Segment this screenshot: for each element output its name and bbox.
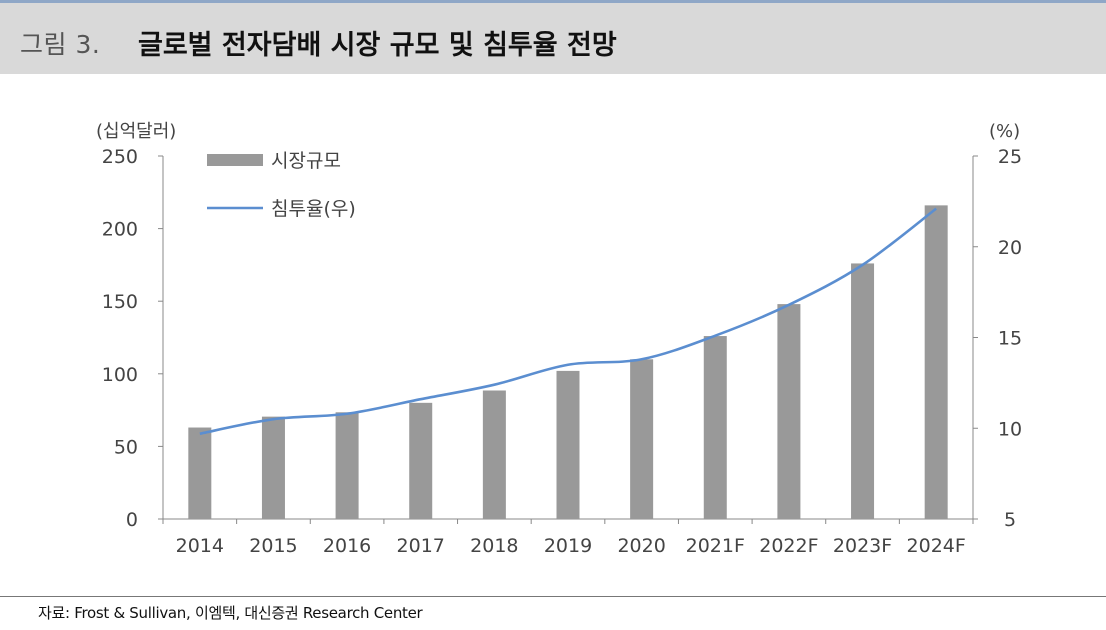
source-note: 자료: Frost & Sullivan, 이엠텍, 대신증권 Research… [38, 604, 423, 622]
left-tick-label: 250 [102, 146, 138, 168]
right-axis-unit: (%) [989, 121, 1020, 142]
left-tick-label: 0 [126, 509, 138, 531]
bar [851, 263, 875, 519]
left-tick-label: 100 [102, 364, 138, 386]
bar [556, 370, 580, 519]
bar [188, 427, 212, 519]
left-axis-unit: (십억달러) [96, 121, 176, 142]
bar [924, 205, 948, 520]
bar [777, 304, 801, 519]
top-rule [0, 0, 1106, 3]
x-tick-label: 2018 [470, 535, 518, 557]
x-tick-label: 2017 [397, 535, 445, 557]
combo-chart: 0 50 100 150 200 250 5 10 15 20 25 2014 2015 2016 2017… [96, 121, 1022, 557]
x-tick-label: 2020 [617, 535, 665, 557]
bottom-rule [0, 596, 1106, 597]
x-tick-label: 2015 [249, 535, 297, 557]
bar [482, 390, 506, 519]
bar [261, 416, 285, 519]
penetration-line [199, 207, 937, 435]
bar-series [188, 205, 948, 520]
x-tick-label: 2016 [323, 535, 371, 557]
legend-bar-label: 시장규모 [271, 150, 341, 172]
x-tick-label: 2021F [686, 535, 745, 557]
figure-title: 글로벌 전자담배 시장 규모 및 침투율 전망 [138, 30, 617, 61]
x-tick-label: 2024F [907, 535, 966, 557]
right-tick-label: 20 [998, 237, 1022, 259]
x-tick-label: 2023F [833, 535, 892, 557]
right-tick-label: 5 [1004, 509, 1016, 531]
bar [409, 402, 433, 519]
legend-bar-swatch [207, 154, 263, 166]
right-tick-label: 15 [998, 328, 1022, 350]
right-tick-label: 10 [998, 418, 1022, 440]
x-tick-label: 2019 [544, 535, 592, 557]
left-tick-label: 50 [114, 436, 138, 458]
axis-labels: 0 50 100 150 200 250 5 10 15 20 25 2014 2015 2016 2017… [96, 121, 1022, 557]
bar [335, 412, 359, 519]
figure-title-band: 그림 3. 글로벌 전자담배 시장 규모 및 침투율 전망 [0, 3, 1106, 74]
line-series [199, 207, 937, 435]
bar [703, 336, 727, 519]
left-tick-label: 150 [102, 291, 138, 313]
legend-line-label: 침투율(우) [271, 198, 356, 220]
x-tick-label: 2014 [176, 535, 224, 557]
right-tick-label: 25 [998, 146, 1022, 168]
chart-axes [158, 155, 978, 524]
figure-number: 그림 3. [20, 30, 101, 59]
x-tick-label: 2022F [759, 535, 818, 557]
bar [630, 359, 654, 519]
left-tick-label: 200 [102, 219, 138, 241]
